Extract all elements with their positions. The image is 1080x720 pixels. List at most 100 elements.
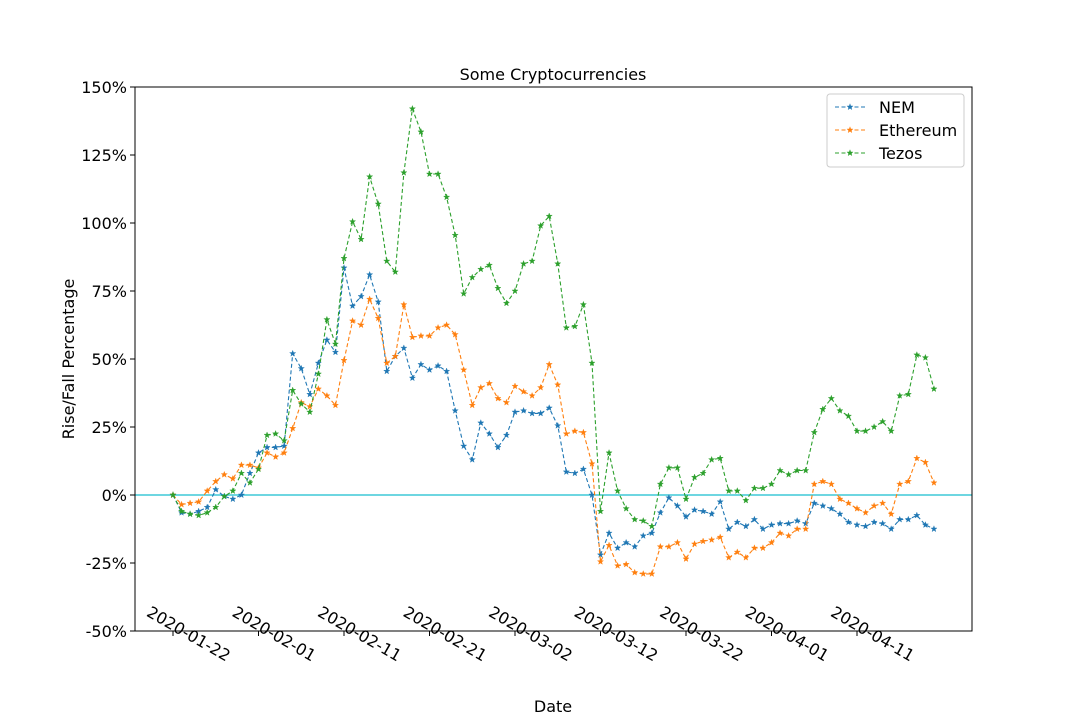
- nem-point: [904, 515, 912, 523]
- nem-point: [793, 517, 801, 524]
- tezos-point: [921, 353, 930, 361]
- nem-point: [665, 493, 673, 501]
- nem-point: [323, 336, 331, 344]
- ethereum-point: [648, 570, 656, 577]
- ethereum-point: [716, 533, 724, 541]
- nem-point: [613, 544, 622, 552]
- tezos-point: [220, 492, 228, 500]
- tezos-point: [494, 284, 502, 292]
- tezos-series: [169, 104, 938, 530]
- nem-point: [896, 515, 904, 523]
- ethereum-point: [374, 314, 382, 322]
- tezos-point: [631, 515, 639, 523]
- ethereum-point: [733, 548, 741, 556]
- nem-point: [819, 502, 827, 509]
- nem-series: [169, 264, 938, 558]
- ethereum-point: [212, 477, 220, 485]
- tezos-point: [263, 431, 271, 439]
- ethereum-point: [767, 538, 776, 546]
- tezos-point: [203, 508, 211, 516]
- ethereum-point: [400, 300, 408, 308]
- nem-point: [656, 508, 664, 516]
- ethereum-point: [571, 427, 579, 435]
- tezos-point: [545, 212, 553, 220]
- nem-point: [237, 491, 246, 499]
- ethereum-point: [177, 500, 186, 508]
- ethereum-point: [537, 383, 545, 391]
- tezos-point: [468, 273, 476, 281]
- x-tick-label: 2020-02-21: [400, 602, 490, 665]
- tezos-point: [844, 412, 853, 420]
- x-tick-label: 2020-03-22: [657, 602, 747, 665]
- ethereum-point: [246, 461, 254, 469]
- x-tick-label: 2020-04-11: [828, 602, 918, 665]
- tezos-point: [477, 265, 485, 273]
- nem-point: [571, 469, 579, 477]
- nem-point: [853, 521, 861, 528]
- ethereum-point: [836, 495, 844, 503]
- legend: NEM Ethereum Tezos: [826, 93, 965, 168]
- ethereum-point: [802, 525, 810, 533]
- nem-point: [716, 497, 724, 505]
- tezos-point: [767, 480, 776, 488]
- tezos-point: [656, 480, 664, 488]
- ethereum-point: [896, 480, 904, 488]
- nem-point: [460, 442, 468, 450]
- nem-point: [271, 443, 280, 451]
- tezos-point: [511, 287, 519, 295]
- nem-point: [639, 531, 647, 539]
- ethereum-point: [742, 553, 750, 561]
- tezos-point: [742, 496, 750, 504]
- legend-marker-nem: [846, 103, 854, 111]
- nem-point: [408, 374, 417, 382]
- tezos-point: [537, 221, 545, 229]
- ethereum-point: [340, 356, 348, 364]
- ethereum-point: [579, 428, 588, 436]
- tezos-point: [400, 168, 408, 176]
- nem-point: [879, 519, 887, 527]
- ethereum-point: [494, 394, 502, 402]
- tezos-point: [613, 487, 622, 494]
- tezos-line: [172, 108, 935, 528]
- tezos-point: [485, 261, 493, 269]
- ethereum-point: [673, 538, 682, 546]
- nem-point: [562, 468, 570, 475]
- ethereum-point: [468, 401, 476, 409]
- tezos-point: [605, 449, 613, 456]
- tezos-point: [562, 323, 570, 331]
- nem-line: [172, 267, 935, 557]
- nem-point: [331, 348, 340, 356]
- nem-point: [485, 429, 493, 437]
- ethereum-point: [442, 321, 451, 329]
- ethereum-point: [725, 553, 733, 561]
- legend-marker-ethereum: [846, 126, 854, 134]
- nem-point: [622, 538, 630, 546]
- ethereum-point: [656, 542, 664, 550]
- ethereum-point: [921, 458, 930, 466]
- nem-point: [212, 485, 220, 493]
- legend-box: [826, 93, 965, 168]
- ethereum-point: [203, 487, 211, 494]
- ethereum-point: [554, 381, 562, 388]
- nem-point: [725, 525, 733, 533]
- tezos-point: [417, 128, 425, 135]
- nem-point: [374, 298, 382, 305]
- ethereum-point: [348, 317, 357, 324]
- ethereum-point: [391, 352, 399, 360]
- ethereum-point: [511, 382, 519, 390]
- tezos-point: [195, 511, 203, 519]
- legend-item-tezos: Tezos: [835, 144, 922, 163]
- tezos-point: [579, 300, 588, 308]
- tezos-point: [254, 465, 263, 473]
- ethereum-point: [605, 541, 613, 549]
- nem-point: [340, 264, 348, 271]
- nem-point: [417, 360, 425, 368]
- x-tick-label: 2020-02-01: [229, 602, 319, 665]
- nem-point: [887, 525, 895, 533]
- tezos-point: [425, 170, 434, 178]
- nem-point: [767, 521, 776, 528]
- ethereum-point: [631, 568, 639, 576]
- nem-point: [733, 518, 741, 526]
- tezos-point: [750, 484, 759, 492]
